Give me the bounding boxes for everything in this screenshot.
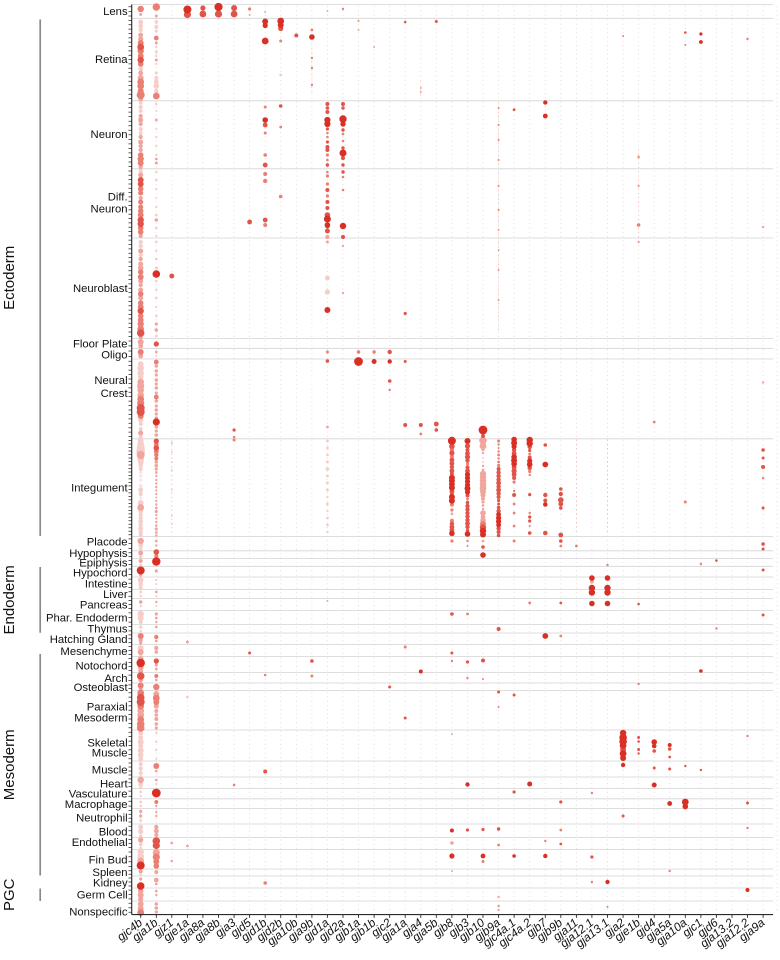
svg-text:Fin Bud: Fin Bud [89, 854, 128, 866]
svg-text:Endoderm: Endoderm [1, 565, 18, 634]
svg-text:Lens: Lens [103, 6, 128, 18]
svg-text:Paraxial: Paraxial [87, 701, 128, 713]
svg-text:Floor Plate: Floor Plate [73, 338, 128, 350]
svg-text:Heart: Heart [100, 778, 128, 790]
svg-text:Nonspecific: Nonspecific [69, 906, 128, 918]
svg-text:Mesenchyme: Mesenchyme [60, 646, 127, 658]
svg-text:Kidney: Kidney [93, 877, 128, 889]
svg-text:Neuron: Neuron [91, 203, 128, 215]
svg-text:Neuroblast: Neuroblast [73, 283, 128, 295]
svg-text:Neuron: Neuron [91, 129, 128, 141]
svg-text:Placode: Placode [87, 536, 128, 548]
svg-text:Vasculature: Vasculature [69, 788, 128, 800]
svg-text:Neural: Neural [94, 375, 127, 387]
svg-text:Notochord: Notochord [75, 660, 127, 672]
svg-text:Arch: Arch [104, 673, 127, 685]
svg-text:Hatching Gland: Hatching Gland [50, 634, 128, 646]
svg-text:Muscle: Muscle [92, 747, 128, 759]
svg-text:Blood: Blood [99, 826, 128, 838]
svg-text:Liver: Liver [103, 589, 128, 601]
svg-text:Hypophysis: Hypophysis [69, 548, 128, 560]
svg-text:Intestine: Intestine [85, 578, 128, 590]
svg-text:Crest: Crest [101, 388, 129, 400]
svg-text:PGC: PGC [1, 878, 18, 911]
svg-text:Muscle: Muscle [92, 764, 128, 776]
svg-text:Skeletal: Skeletal [87, 737, 127, 749]
svg-text:Germ Cell: Germ Cell [77, 889, 128, 901]
svg-text:Spleen: Spleen [92, 867, 127, 879]
svg-text:Osteoblast: Osteoblast [74, 682, 129, 694]
svg-text:Phar. Endoderm: Phar. Endoderm [46, 612, 128, 624]
svg-text:Mesoderm: Mesoderm [1, 729, 18, 800]
svg-text:Neutrophil: Neutrophil [76, 812, 128, 824]
svg-text:Hypochord: Hypochord [73, 567, 128, 579]
svg-text:Ectoderm: Ectoderm [1, 246, 18, 310]
svg-text:Integument: Integument [71, 482, 128, 494]
svg-text:Thymus: Thymus [87, 623, 128, 635]
svg-text:Macrophage: Macrophage [65, 799, 128, 811]
svg-text:Epiphysis: Epiphysis [79, 557, 128, 569]
svg-text:Mesoderm: Mesoderm [74, 712, 127, 724]
svg-text:Retina: Retina [95, 54, 128, 66]
svg-text:Oligo: Oligo [101, 349, 127, 361]
svg-text:Pancreas: Pancreas [80, 599, 128, 611]
svg-text:Endothelial: Endothelial [72, 837, 128, 849]
svg-text:Diff.: Diff. [108, 191, 128, 203]
